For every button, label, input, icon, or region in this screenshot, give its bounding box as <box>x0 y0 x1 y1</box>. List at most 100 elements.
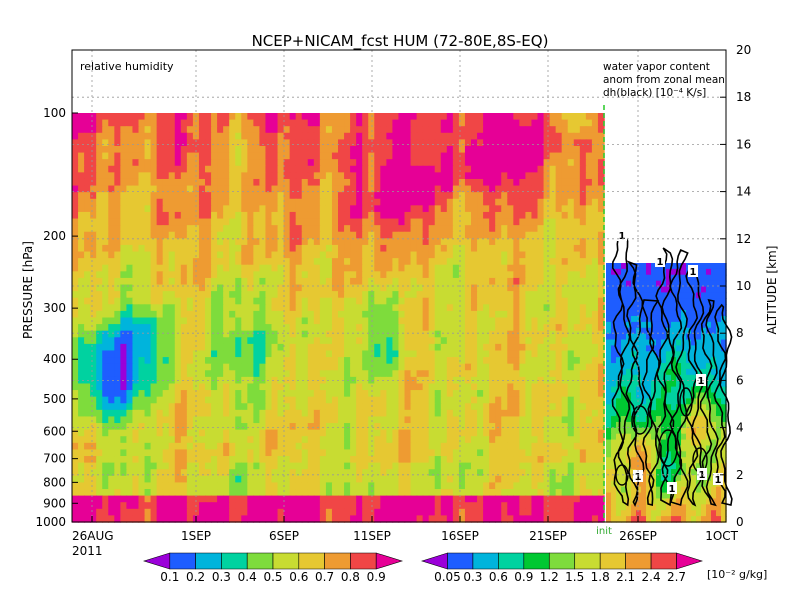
rh-cell <box>72 165 79 174</box>
rh-cell <box>247 357 255 365</box>
rh-cell <box>126 409 134 418</box>
rh-cell <box>325 449 333 457</box>
rh-cell <box>392 291 400 299</box>
rh-cell <box>471 324 478 332</box>
rh-cell <box>217 310 224 319</box>
rh-cell <box>295 139 303 147</box>
rh-cell <box>573 139 581 147</box>
rh-cell <box>519 271 527 279</box>
rh-cell <box>120 271 128 279</box>
rh-cell <box>531 462 539 470</box>
rh-cell <box>247 297 255 306</box>
rh-cell <box>579 429 587 437</box>
rh-cell <box>162 337 170 345</box>
rh-cell <box>78 442 85 451</box>
rh-cell <box>259 178 267 187</box>
rh-cell <box>567 119 575 127</box>
rh-cell <box>591 297 599 306</box>
rh-cell <box>138 291 146 299</box>
rh-cell <box>132 462 140 470</box>
rh-cell <box>591 370 599 378</box>
rh-cell <box>150 284 158 292</box>
rh-cell <box>247 304 255 312</box>
rh-cell <box>531 475 539 484</box>
rh-cell <box>96 139 103 147</box>
rh-cell <box>464 178 472 187</box>
rh-cell <box>362 178 369 187</box>
rh-cell <box>440 363 448 371</box>
rh-cell <box>344 310 351 319</box>
rh-cell <box>259 258 267 266</box>
rh-cell <box>259 390 267 398</box>
rh-cell <box>549 416 557 424</box>
rh-cell <box>410 324 418 332</box>
rh-cell <box>392 192 400 200</box>
rh-cell <box>597 343 605 352</box>
rh-cell <box>495 218 502 226</box>
rh-cell <box>192 264 200 273</box>
rh-cell <box>573 145 581 154</box>
rh-cell <box>108 337 116 345</box>
rh-cell <box>331 297 339 306</box>
rh-cell <box>477 482 484 490</box>
rh-cell <box>543 258 551 266</box>
rh-cell <box>507 403 515 411</box>
rh-cell <box>344 357 351 365</box>
rh-cell <box>84 403 91 411</box>
rh-cell <box>331 284 339 292</box>
rh-cell <box>597 475 605 484</box>
rh-cell <box>313 442 321 451</box>
rh-cell <box>295 271 303 279</box>
rh-cell <box>428 429 436 437</box>
rh-cell <box>295 225 303 233</box>
rh-cell <box>313 363 321 371</box>
rh-cell <box>138 113 146 121</box>
rh-cell <box>416 277 424 286</box>
rh-cell <box>374 152 382 160</box>
rh-cell <box>229 264 236 273</box>
rh-cell <box>78 132 85 141</box>
rh-cell <box>132 258 140 266</box>
rh-cell <box>428 132 436 141</box>
rh-cell <box>458 152 466 160</box>
rh-cell <box>458 409 466 418</box>
rh-cell <box>446 475 454 484</box>
rh-cell <box>144 231 152 240</box>
rh-cell <box>507 343 515 352</box>
rh-cell <box>513 218 521 226</box>
rh-cell <box>211 449 218 457</box>
rh-cell <box>338 304 345 312</box>
rh-cell <box>162 350 170 358</box>
rh-cell <box>96 211 103 220</box>
rh-cell <box>452 231 460 240</box>
rh-cell <box>144 238 152 246</box>
rh-cell <box>259 277 267 286</box>
rh-cell <box>235 317 242 325</box>
rh-cell <box>368 244 375 253</box>
rh-cell <box>374 409 382 418</box>
rh-cell <box>301 396 309 404</box>
rh-cell <box>319 218 327 226</box>
rh-cell <box>537 423 545 431</box>
rh-cell <box>483 231 490 240</box>
rh-cell <box>331 126 339 134</box>
rh-cell <box>223 185 230 193</box>
rh-cell <box>356 178 363 187</box>
rh-cell <box>386 198 394 207</box>
rh-cell <box>555 251 563 259</box>
rh-cell <box>229 198 236 207</box>
rh-cell <box>458 165 466 174</box>
rh-cell <box>549 258 557 266</box>
rh-cell <box>205 482 212 490</box>
rh-cell <box>217 475 224 484</box>
rh-cell <box>555 132 563 141</box>
rh-cell <box>434 178 442 187</box>
rh-cell <box>168 159 176 167</box>
rh-cell <box>217 304 224 312</box>
rh-cell <box>138 310 146 319</box>
rh-cell <box>446 396 454 404</box>
rh-cell <box>495 178 502 187</box>
rh-cell <box>120 113 128 121</box>
rh-cell <box>307 436 315 444</box>
rh-cell <box>331 192 339 200</box>
